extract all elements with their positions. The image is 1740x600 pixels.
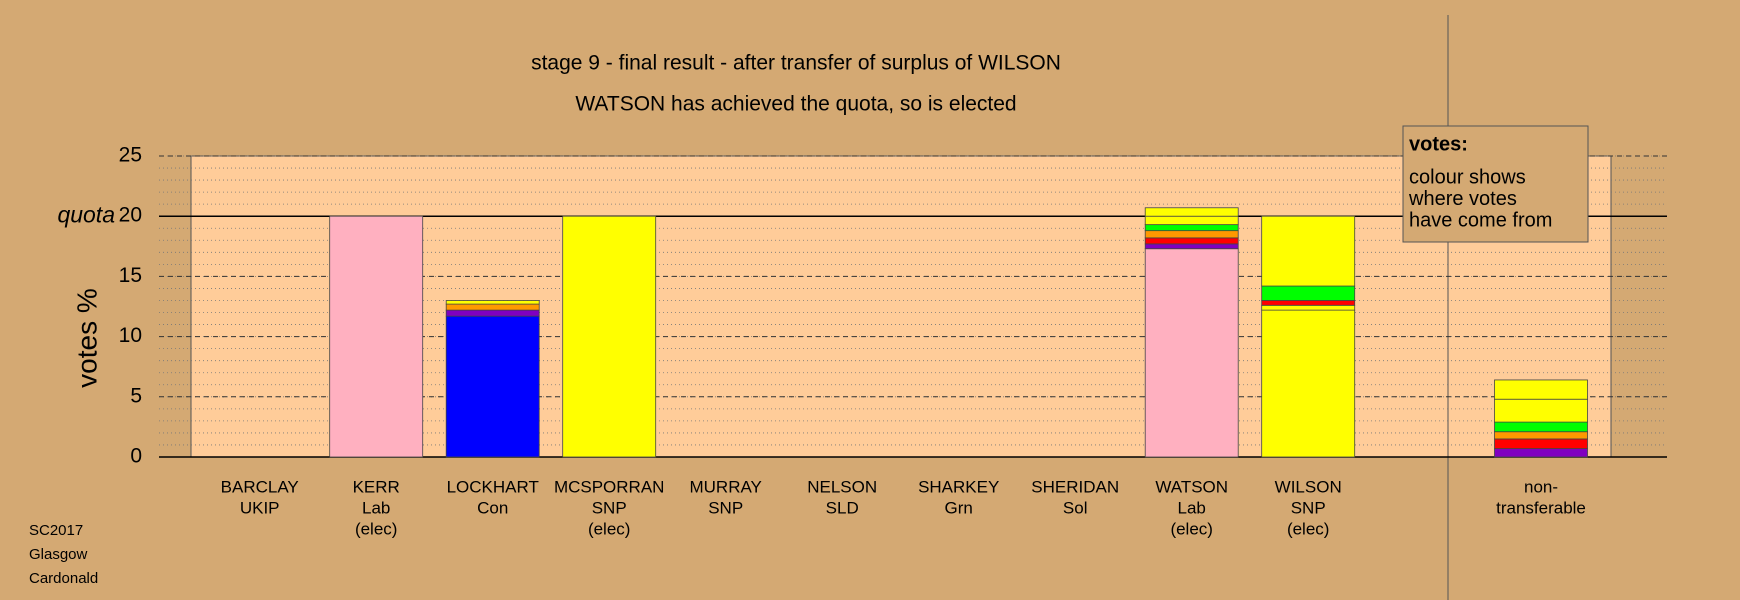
x-tick-label: MURRAY (689, 477, 761, 496)
x-tick-label: Con (477, 498, 508, 517)
bar-segment (1261, 215, 1356, 287)
y-tick-label: 5 (130, 384, 142, 407)
bar-segment (562, 215, 657, 458)
plot-panel (190, 155, 1612, 458)
x-tick-label: MCSPORRAN (554, 477, 665, 496)
x-tick-label: BARCLAY (221, 477, 299, 496)
bar-segment (445, 315, 540, 458)
x-tick-label: SLD (826, 498, 859, 517)
bar-segment (1144, 248, 1239, 458)
y-tick-label: 20 (119, 204, 142, 227)
x-tick-label: WATSON (1155, 477, 1228, 496)
y-tick-label: 10 (119, 324, 142, 347)
legend-text: where votes (1408, 188, 1517, 210)
x-tick-label: (elec) (355, 519, 398, 538)
x-tick-label: Lab (1178, 498, 1206, 517)
x-tick-label: SNP (1291, 498, 1326, 517)
bar-segment (1144, 215, 1239, 226)
bar-segment (1261, 309, 1356, 458)
bar-segment (445, 300, 540, 305)
footer-text: Glasgow (29, 546, 88, 563)
bar-segment (1494, 448, 1588, 458)
x-tick-label: SNP (708, 498, 743, 517)
bar-segment (1494, 421, 1588, 433)
bar-segment (1261, 304, 1356, 311)
x-tick-label: WILSON (1275, 477, 1342, 496)
bar-segment (445, 303, 540, 311)
bar-segment (1494, 438, 1588, 449)
bar-segment (329, 215, 424, 458)
legend-text: colour shows (1409, 166, 1526, 188)
footer-text: SC2017 (29, 522, 83, 539)
bar-segment (1144, 230, 1239, 239)
legend-heading: votes: (1409, 133, 1468, 155)
legend-text: have come from (1409, 209, 1552, 231)
x-tick-label: SHARKEY (918, 477, 999, 496)
bar-segment (1144, 237, 1239, 245)
bar-segment (1261, 285, 1356, 301)
y-tick-label: 25 (119, 144, 142, 167)
legend-box (1402, 125, 1589, 243)
x-tick-label: (elec) (1287, 519, 1330, 538)
x-tick-label: (elec) (1170, 519, 1213, 538)
x-tick-label: Sol (1063, 498, 1088, 517)
y-tick-label: 15 (119, 264, 142, 287)
x-tick-label: SHERIDAN (1031, 477, 1119, 496)
x-tick-label: UKIP (240, 498, 280, 517)
x-tick-label: non- (1524, 477, 1558, 496)
x-tick-label: KERR (353, 477, 400, 496)
x-tick-label: LOCKHART (447, 477, 539, 496)
bar-segment (1261, 300, 1356, 306)
x-tick-label: NELSON (807, 477, 877, 496)
chart-title: stage 9 - final result - after transfer … (531, 52, 1061, 75)
bar-segment (1144, 207, 1239, 217)
bar-segment (1494, 431, 1588, 440)
x-tick-label: (elec) (588, 519, 631, 538)
quota-label: quota (57, 201, 115, 227)
x-tick-label: Lab (362, 498, 390, 517)
bar-segment (1494, 398, 1588, 423)
x-tick-label: Grn (945, 498, 973, 517)
x-tick-label: transferable (1496, 498, 1586, 517)
chart-subtitle: WATSON has achieved the quota, so is ele… (575, 93, 1016, 116)
bar-segment (1494, 379, 1588, 400)
x-tick-label: SNP (592, 498, 627, 517)
y-axis-label: votes % (71, 288, 102, 388)
y-tick-label: 0 (130, 445, 142, 468)
bar-segment (1144, 224, 1239, 232)
footer-text: Cardonald (29, 570, 98, 587)
bar-segment (445, 309, 540, 317)
bar-segment (1144, 243, 1239, 250)
